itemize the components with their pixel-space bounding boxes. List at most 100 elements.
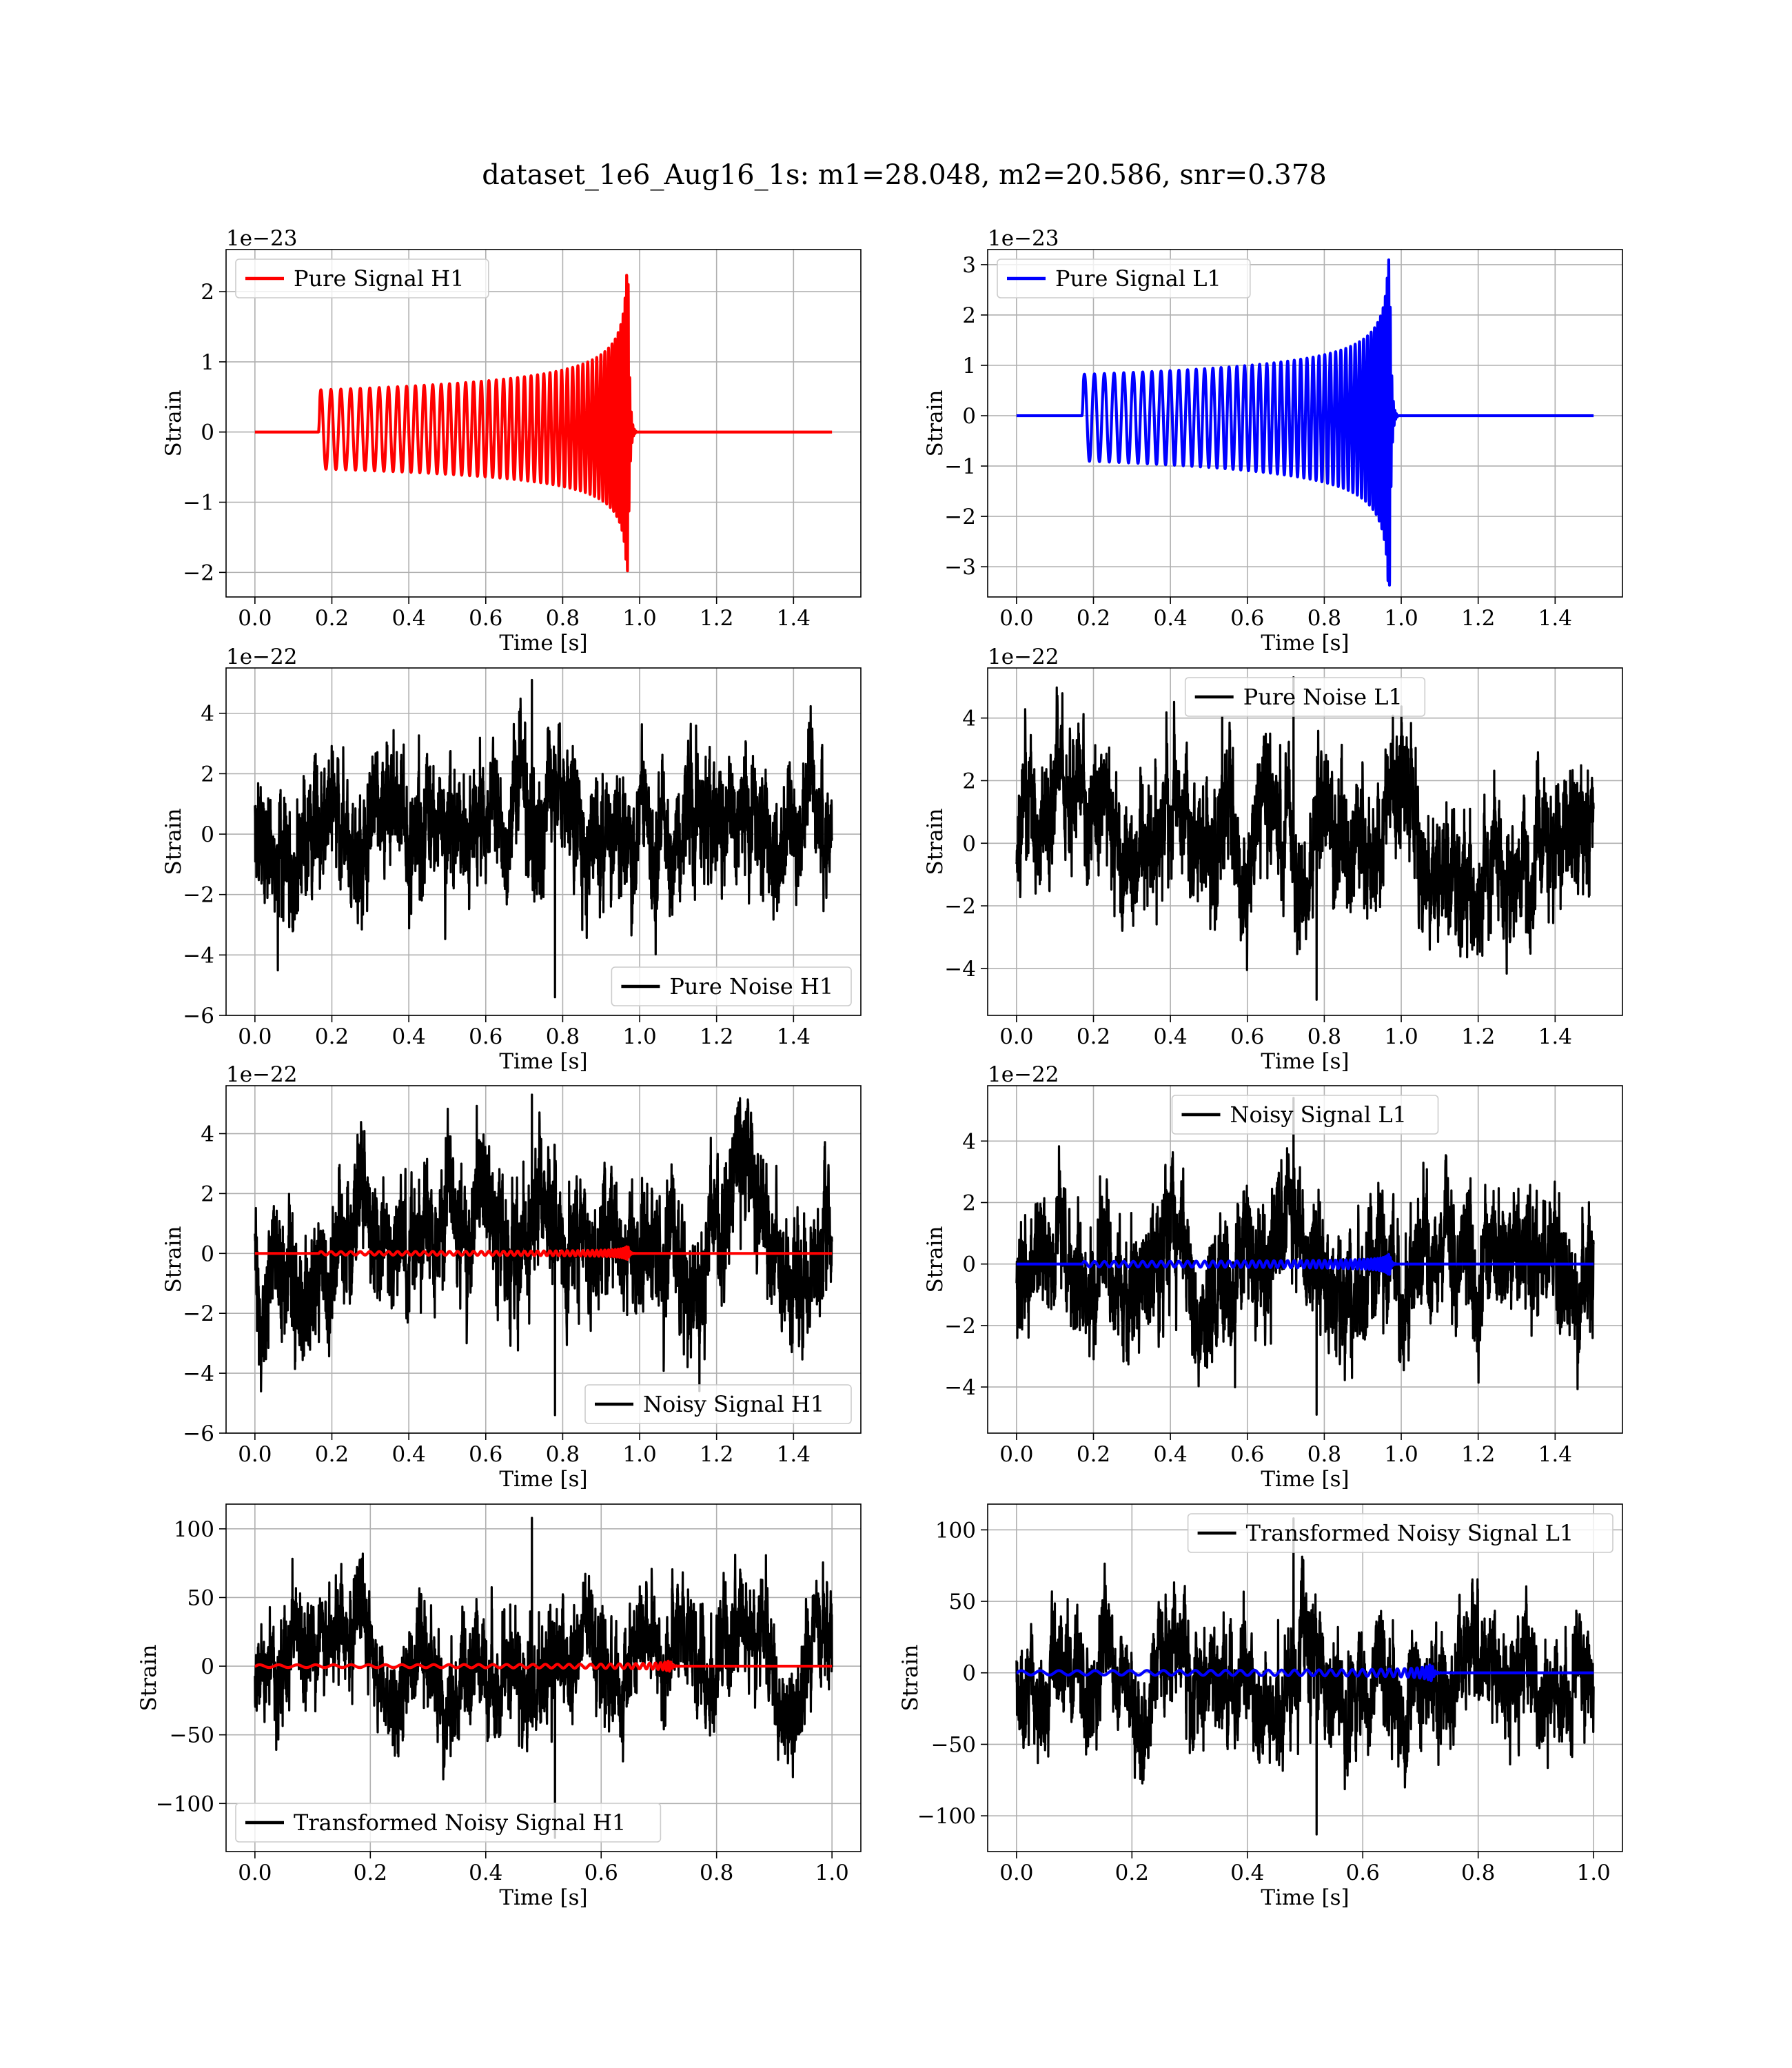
x-tick-label: 1.4 xyxy=(1538,606,1572,631)
legend-box xyxy=(235,258,489,298)
panel-transformed-noisy-signal-l1: 0.0 0.2 0.4 0.6 0.8 1.0 −100 −50 0 50 100 Time [s] S… xyxy=(898,1503,1623,1910)
legend-box xyxy=(235,1803,662,1843)
x-tick-label: 0.2 xyxy=(1077,606,1110,631)
x-tick-label: 1.4 xyxy=(1538,1442,1572,1467)
x-tick-label: 0.8 xyxy=(1307,1024,1341,1049)
x-tick-label: 1.0 xyxy=(622,1442,656,1467)
x-tick-label: 0.2 xyxy=(315,1024,349,1049)
x-tick-label: 1.0 xyxy=(1576,1861,1610,1885)
x-tick-label: 1.0 xyxy=(1384,606,1418,631)
legend: Pure Signal H1 xyxy=(235,258,489,298)
x-tick-label: 1.2 xyxy=(1461,1024,1495,1049)
x-tick-label: 0.0 xyxy=(999,606,1033,631)
x-tick-label: 0.8 xyxy=(700,1861,733,1885)
legend-box xyxy=(997,258,1251,298)
y-axis-label: Strain xyxy=(161,390,186,457)
panel-pure-noise-h1: 0.0 0.2 0.4 0.6 0.8 1.0 1.2 1.4 −6 −4 −2 0 2 4 Time [s… xyxy=(161,645,862,1074)
x-tick-label: 0.2 xyxy=(315,1442,349,1467)
x-tick-label: 0.4 xyxy=(1230,1861,1264,1885)
y-tick-label: 1 xyxy=(201,350,214,375)
y-tick-label: 50 xyxy=(949,1590,976,1614)
y-tick-label: 3 xyxy=(962,253,976,278)
y-tick-label: −1 xyxy=(944,454,976,479)
y-tick-label: 0 xyxy=(962,831,976,856)
legend: Pure Noise L1 xyxy=(1184,677,1426,717)
axes-frame xyxy=(987,667,1623,1016)
y-tick-label: −4 xyxy=(944,1375,976,1400)
y-tick-label: 0 xyxy=(201,420,214,445)
x-tick-label: 1.2 xyxy=(700,1442,733,1467)
y-axis-label: Strain xyxy=(161,809,186,875)
legend-box xyxy=(611,966,852,1006)
y-tick-label: 2 xyxy=(201,280,214,305)
y-tick-label: −6 xyxy=(183,1004,214,1028)
y-tick-label: −2 xyxy=(183,560,214,585)
y-tick-label: −6 xyxy=(183,1421,214,1446)
series-line-0 xyxy=(1015,676,1595,1001)
legend-label: Transformed Noisy Signal H1 xyxy=(294,1810,626,1836)
legend: Pure Noise H1 xyxy=(611,966,852,1006)
y-tick-label: 0 xyxy=(201,822,214,847)
legend: Noisy Signal L1 xyxy=(1171,1095,1439,1135)
series-line-0 xyxy=(254,1093,833,1417)
legend: Transformed Noisy Signal H1 xyxy=(235,1803,662,1843)
legend-box xyxy=(1187,1513,1613,1553)
x-tick-label: 0.8 xyxy=(546,1442,580,1467)
x-tick-label: 0.0 xyxy=(238,606,272,631)
figure-title: dataset_1e6_Aug16_1s: m1=28.048, m2=20.5… xyxy=(482,159,1327,191)
panel-pure-signal-h1: 0.0 0.2 0.4 0.6 0.8 1.0 1.2 1.4 −2 −1 0 1 2 Time [s] S… xyxy=(161,226,862,656)
x-tick-label: 1.2 xyxy=(1461,1442,1495,1467)
x-axis-label: Time [s] xyxy=(499,1049,587,1074)
panel-pure-noise-l1: 0.0 0.2 0.4 0.6 0.8 1.0 1.2 1.4 −4 −2 0 2 4 Time [s] S… xyxy=(923,645,1623,1074)
x-tick-label: 0.2 xyxy=(1077,1024,1110,1049)
series-line-0 xyxy=(1015,1097,1595,1416)
y-tick-label: 1 xyxy=(962,354,976,378)
y-tick-label: −1 xyxy=(183,491,214,516)
legend-box xyxy=(1184,677,1426,717)
series-line-0 xyxy=(253,274,834,573)
x-tick-label: 1.0 xyxy=(1384,1024,1418,1049)
legend-label: Pure Noise H1 xyxy=(669,973,833,1000)
legend-label: Pure Signal L1 xyxy=(1055,265,1221,292)
legend-label: Pure Signal H1 xyxy=(294,265,465,292)
x-tick-label: 0.0 xyxy=(999,1442,1033,1467)
y-tick-label: 100 xyxy=(174,1517,214,1542)
x-tick-label: 0.6 xyxy=(469,606,502,631)
x-tick-label: 0.8 xyxy=(546,606,580,631)
x-axis-label: Time [s] xyxy=(499,1885,587,1910)
x-tick-label: 1.2 xyxy=(700,606,733,631)
x-tick-label: 0.6 xyxy=(1230,1024,1264,1049)
x-tick-label: 0.0 xyxy=(999,1861,1033,1885)
panel-transformed-noisy-signal-h1: 0.0 0.2 0.4 0.6 0.8 1.0 −100 −50 0 50 100 Time [s] S… xyxy=(136,1503,862,1910)
y-tick-label: −3 xyxy=(944,555,976,580)
x-tick-label: 1.4 xyxy=(777,606,811,631)
x-tick-label: 0.6 xyxy=(469,1024,502,1049)
legend: Pure Signal L1 xyxy=(997,258,1251,298)
x-tick-label: 1.2 xyxy=(1461,606,1495,631)
x-tick-label: 1.2 xyxy=(700,1024,733,1049)
panel-noisy-signal-l1: 0.0 0.2 0.4 0.6 0.8 1.0 1.2 1.4 −4 −2 0 2 4 Time [s] S… xyxy=(923,1062,1623,1492)
offset-label: 1e−22 xyxy=(226,1062,298,1087)
y-tick-label: 4 xyxy=(962,1129,976,1154)
series-line-0 xyxy=(1015,1517,1595,1836)
offset-label: 1e−23 xyxy=(988,226,1059,251)
x-tick-label: 0.2 xyxy=(354,1861,387,1885)
y-tick-label: −4 xyxy=(183,1361,214,1386)
series-line-1 xyxy=(1015,1663,1596,1683)
x-tick-label: 0.8 xyxy=(1307,606,1341,631)
y-tick-label: 2 xyxy=(201,1182,214,1206)
x-tick-label: 1.0 xyxy=(622,606,656,631)
x-tick-label: 0.4 xyxy=(1153,1024,1187,1049)
y-tick-label: 2 xyxy=(962,769,976,793)
y-tick-label: −2 xyxy=(183,883,214,908)
axes-frame xyxy=(225,667,862,1016)
legend-label: Transformed Noisy Signal L1 xyxy=(1246,1520,1574,1546)
x-axis-label: Time [s] xyxy=(1261,1049,1349,1074)
y-tick-label: 4 xyxy=(201,702,214,727)
offset-label: 1e−22 xyxy=(988,1062,1059,1087)
y-axis-label: Strain xyxy=(898,1645,923,1712)
x-tick-label: 1.4 xyxy=(777,1024,811,1049)
x-tick-label: 0.8 xyxy=(1461,1861,1495,1885)
y-tick-label: −4 xyxy=(944,957,976,982)
